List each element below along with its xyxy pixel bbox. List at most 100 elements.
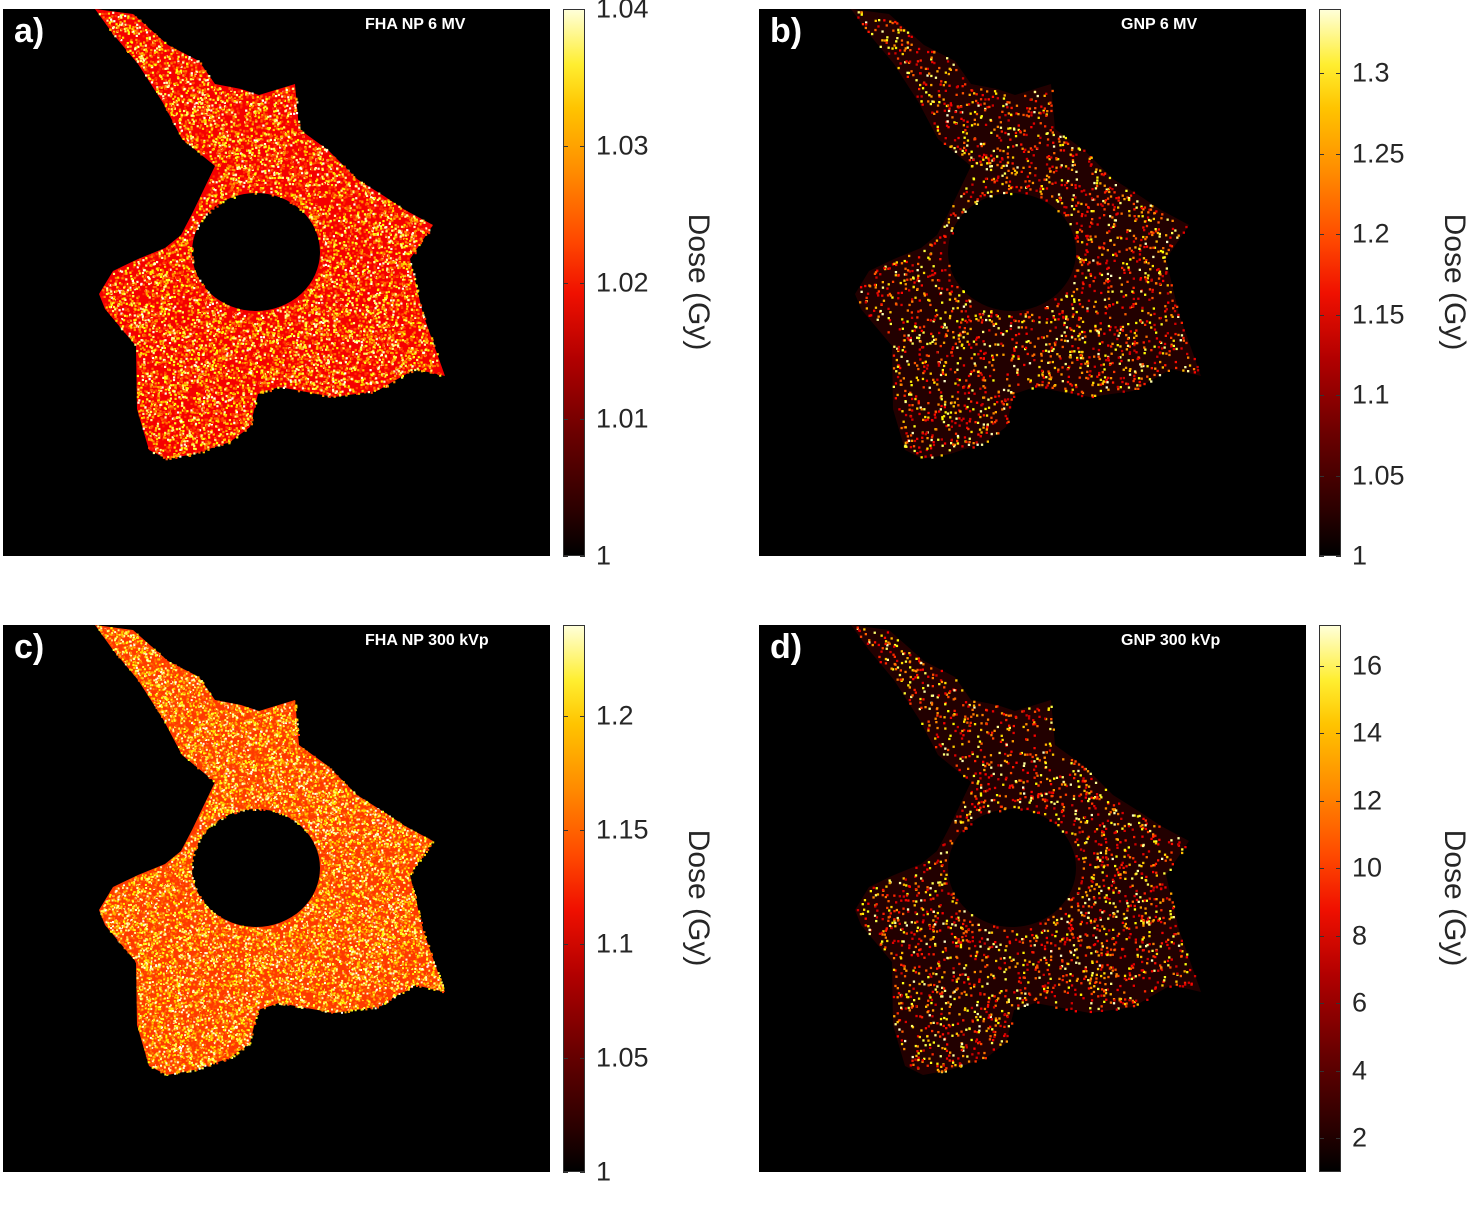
colorbar-tick-label: 1.1 xyxy=(596,931,634,958)
colorbar-tick-mark xyxy=(1336,154,1341,155)
colorbar-tick-label: 2 xyxy=(1352,1125,1367,1152)
colorbar-tick-mark xyxy=(1319,476,1324,477)
nucleus-dose-region xyxy=(192,809,320,927)
colorbar-tick-label: 1.02 xyxy=(596,269,649,296)
colorbar-tick-mark xyxy=(1319,73,1324,74)
colorbar-tick-label: 1.05 xyxy=(596,1045,649,1072)
colorbar xyxy=(1319,625,1341,1172)
colorbar-tick-label: 1.3 xyxy=(1352,60,1390,87)
colorbar-tick-label: 8 xyxy=(1352,922,1367,949)
panel-title: GNP 300 kVp xyxy=(1121,633,1220,649)
dose-map-svg xyxy=(759,625,1306,1172)
colorbar-tick-mark xyxy=(1319,1003,1324,1004)
panel-letter: d) xyxy=(770,630,802,664)
panel-title: FHA NP 300 kVp xyxy=(365,633,489,649)
colorbar-tick-mark xyxy=(1336,1071,1341,1072)
colorbar-tick-mark xyxy=(1319,154,1324,155)
colorbar-tick-label: 1.03 xyxy=(596,132,649,159)
colorbar-tick-mark xyxy=(1319,234,1324,235)
colorbar-tick-mark xyxy=(580,1058,585,1059)
colorbar-tick-mark xyxy=(563,283,568,284)
colorbar-tick-mark xyxy=(1336,234,1341,235)
colorbar-tick-mark xyxy=(1319,666,1324,667)
colorbar-tick-label: 1.01 xyxy=(596,406,649,433)
dose-map-d xyxy=(759,625,1306,1172)
colorbar-tick-mark xyxy=(1336,868,1341,869)
colorbar-tick-mark xyxy=(580,1172,585,1173)
dose-map-b xyxy=(759,9,1306,556)
dose-map-c xyxy=(3,625,550,1172)
colorbar-label: Dose (Gy) xyxy=(681,214,715,351)
colorbar-tick-label: 1 xyxy=(1352,543,1367,570)
colorbar-label: Dose (Gy) xyxy=(1437,214,1471,351)
dose-map-svg xyxy=(759,9,1306,556)
colorbar-tick-mark xyxy=(1319,868,1324,869)
colorbar-tick-mark xyxy=(580,716,585,717)
colorbar xyxy=(563,625,585,1172)
colorbar-tick-mark xyxy=(563,1172,568,1173)
colorbar-label: Dose (Gy) xyxy=(681,830,715,967)
colorbar-tick-mark xyxy=(1319,801,1324,802)
colorbar-tick-mark xyxy=(580,419,585,420)
colorbar-tick-mark xyxy=(1336,733,1341,734)
panel-letter: a) xyxy=(14,14,44,48)
colorbar-tick-mark xyxy=(1319,1138,1324,1139)
colorbar-tick-mark xyxy=(1336,1003,1341,1004)
colorbar-tick-mark xyxy=(1319,556,1324,557)
colorbar-tick-label: 12 xyxy=(1352,787,1382,814)
nucleus-dose-region xyxy=(948,809,1076,927)
colorbar-tick-mark xyxy=(563,830,568,831)
colorbar-tick-mark xyxy=(1336,476,1341,477)
colorbar-tick-mark xyxy=(1336,556,1341,557)
colorbar-tick-mark xyxy=(580,283,585,284)
colorbar-tick-mark xyxy=(563,419,568,420)
colorbar-tick-label: 1.04 xyxy=(596,0,649,23)
colorbar-tick-mark xyxy=(1319,1071,1324,1072)
colorbar-tick-mark xyxy=(1336,395,1341,396)
colorbar-tick-mark xyxy=(563,1058,568,1059)
colorbar-tick-mark xyxy=(1319,936,1324,937)
colorbar-tick-mark xyxy=(1336,666,1341,667)
colorbar-tick-label: 1.05 xyxy=(1352,462,1405,489)
dose-map-svg xyxy=(3,625,550,1172)
colorbar-tick-label: 1 xyxy=(596,543,611,570)
colorbar-tick-label: 14 xyxy=(1352,720,1382,747)
colorbar-tick-label: 10 xyxy=(1352,855,1382,882)
panel-c: c) FHA NP 300 kVp 1 1.05 1.1 1.15 1.2 Dose (… xyxy=(0,616,740,1206)
colorbar-tick-mark xyxy=(563,146,568,147)
colorbar-tick-mark xyxy=(1336,801,1341,802)
nucleus-dose-region xyxy=(948,193,1076,311)
colorbar-tick-mark xyxy=(580,9,585,10)
colorbar-tick-mark xyxy=(563,716,568,717)
dose-map-a xyxy=(3,9,550,556)
colorbar-tick-mark xyxy=(580,944,585,945)
colorbar-tick-mark xyxy=(580,146,585,147)
colorbar-tick-mark xyxy=(1319,315,1324,316)
colorbar-tick-mark xyxy=(563,556,568,557)
colorbar-label: Dose (Gy) xyxy=(1437,830,1471,967)
colorbar-tick-mark xyxy=(1319,733,1324,734)
colorbar-tick-label: 1.25 xyxy=(1352,140,1405,167)
colorbar-tick-label: 6 xyxy=(1352,990,1367,1017)
colorbar-tick-label: 1.1 xyxy=(1352,382,1390,409)
colorbar-tick-label: 1.2 xyxy=(1352,221,1390,248)
colorbar-tick-mark xyxy=(580,830,585,831)
colorbar-tick-label: 16 xyxy=(1352,652,1382,679)
colorbar-tick-mark xyxy=(1319,395,1324,396)
colorbar-tick-label: 1.15 xyxy=(596,817,649,844)
colorbar-tick-mark xyxy=(1336,73,1341,74)
colorbar-tick-label: 1.2 xyxy=(596,703,634,730)
panel-d: d) GNP 300 kVp 2 4 6 8 10 12 14 16 Dose (Gy) xyxy=(756,616,1475,1206)
panel-letter: b) xyxy=(770,14,802,48)
colorbar-tick-mark xyxy=(1336,1138,1341,1139)
colorbar-tick-mark xyxy=(580,556,585,557)
colorbar-tick-mark xyxy=(563,944,568,945)
colorbar-tick-label: 4 xyxy=(1352,1057,1367,1084)
colorbar-tick-mark xyxy=(1336,315,1341,316)
colorbar-tick-label: 1 xyxy=(596,1159,611,1186)
colorbar xyxy=(1319,9,1341,556)
panel-title: GNP 6 MV xyxy=(1121,17,1197,33)
panel-letter: c) xyxy=(14,630,44,664)
